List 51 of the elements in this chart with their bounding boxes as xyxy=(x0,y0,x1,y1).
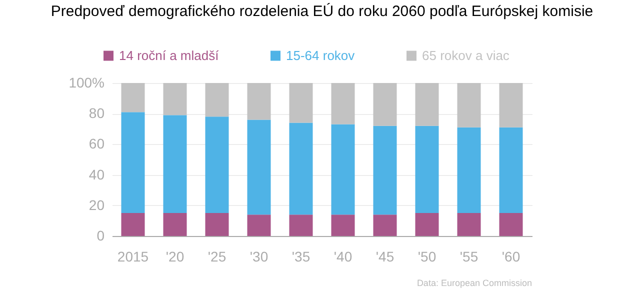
y-tick-label: 0 xyxy=(96,228,105,244)
legend-label: 15-64 rokov xyxy=(286,48,356,63)
bar xyxy=(415,213,439,236)
bar xyxy=(121,213,145,236)
bar xyxy=(247,120,271,215)
bar xyxy=(163,115,187,214)
x-tick-label: '25 xyxy=(208,248,226,264)
bar xyxy=(373,126,397,215)
bar xyxy=(499,213,523,236)
bar xyxy=(373,214,397,236)
bar xyxy=(205,83,229,117)
y-tick-label: 60 xyxy=(88,136,105,152)
x-tick-label: '55 xyxy=(460,248,478,264)
bar xyxy=(205,116,229,214)
bar xyxy=(415,126,439,214)
bar xyxy=(457,127,481,214)
x-tick-label: '35 xyxy=(292,248,310,264)
bar xyxy=(457,83,481,128)
bar xyxy=(121,112,145,214)
x-tick-label: '40 xyxy=(334,248,352,264)
x-tick-label: '20 xyxy=(166,248,184,264)
bar xyxy=(415,83,439,126)
text: Data: European Commission xyxy=(416,278,532,288)
bar xyxy=(499,127,523,214)
bar xyxy=(205,213,229,236)
chart-title: Predpoveď demografického rozdelenia EÚ do roku 2060 podľa Európskej komisie xyxy=(50,2,594,20)
bar xyxy=(289,122,313,215)
x-tick-label: '45 xyxy=(376,248,394,264)
bar xyxy=(331,83,355,124)
x-tick-label: 2015 xyxy=(117,248,149,264)
bar xyxy=(331,124,355,215)
x-tick-label: '50 xyxy=(418,248,436,264)
bar xyxy=(247,83,271,120)
bar xyxy=(331,214,355,236)
x-tick-label: '60 xyxy=(502,248,520,264)
bar xyxy=(121,83,145,112)
bar xyxy=(373,83,397,126)
bar xyxy=(499,83,523,128)
y-tick-label: 40 xyxy=(88,166,105,182)
y-tick-label: 80 xyxy=(88,105,105,122)
bar xyxy=(289,214,313,236)
bar xyxy=(457,213,481,236)
legend-label: 65 rokov a viac xyxy=(422,48,510,63)
y-tick-label: 20 xyxy=(88,196,105,213)
y-tick-label: 100% xyxy=(68,74,104,90)
bar xyxy=(247,214,271,236)
bar xyxy=(289,83,313,123)
bar xyxy=(163,213,187,236)
legend-label: 14 roční a mladší xyxy=(119,48,220,63)
bar xyxy=(163,83,187,116)
x-tick-label: '30 xyxy=(250,248,268,264)
